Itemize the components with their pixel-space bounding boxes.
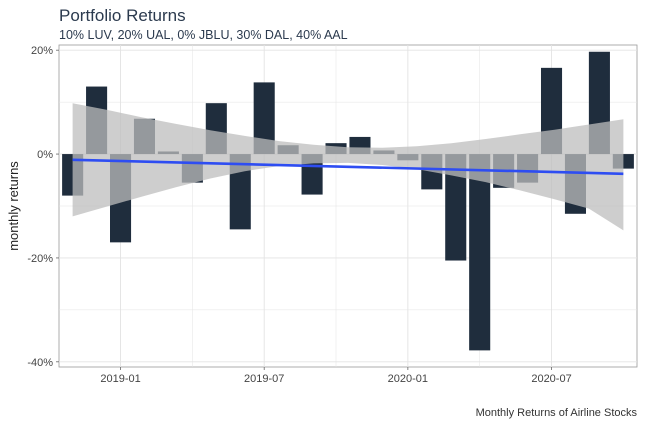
bar (253, 82, 275, 155)
y-axis-ticks: -40% -20% 0% 20% (27, 45, 59, 369)
y-tick-label: -40% (27, 357, 53, 369)
chart-subtitle: 10% LUV, 20% UAL, 0% JBLU, 30% DAL, 40% … (59, 28, 348, 42)
x-axis-ticks: 2019-01 2019-07 2020-01 2020-07 (100, 367, 572, 385)
x-tick-label: 2020-01 (388, 373, 428, 385)
x-tick-label: 2020-07 (531, 373, 571, 385)
x-tick-label: 2019-07 (244, 373, 284, 385)
y-tick-label: 20% (31, 45, 53, 57)
y-tick-label: 0% (37, 149, 53, 161)
chart-title: Portfolio Returns (59, 6, 186, 25)
trend-line (72, 158, 624, 176)
confidence-ribbon (72, 103, 624, 231)
bar (469, 154, 491, 351)
bar (445, 154, 467, 261)
y-tick-label: -20% (27, 253, 53, 265)
chart-caption: Monthly Returns of Airline Stocks (475, 407, 637, 419)
x-tick-label: 2019-01 (100, 373, 140, 385)
y-axis-label: monthly returns (6, 161, 21, 251)
bar (301, 154, 323, 195)
